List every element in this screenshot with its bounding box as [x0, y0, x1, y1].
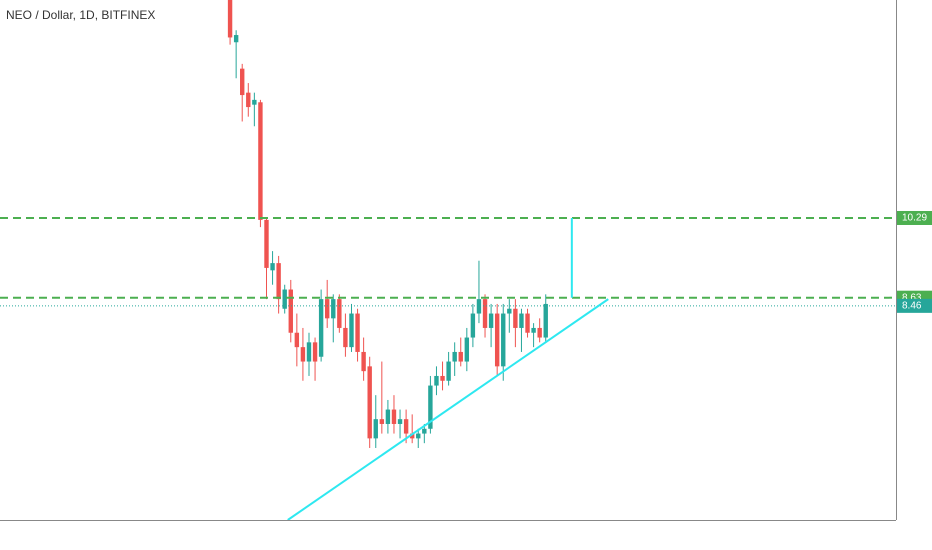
candle-body: [488, 313, 494, 328]
trend-line: [287, 298, 609, 521]
candle-body: [246, 92, 251, 108]
candle-body: [270, 263, 275, 271]
candle-body: [306, 342, 312, 362]
candle-body: [355, 313, 360, 352]
candle-body: [403, 419, 409, 434]
candle-body: [446, 361, 451, 381]
candle-body: [331, 299, 336, 319]
candle-body: [494, 313, 500, 367]
chart-title: NEO / Dollar, 1D, BITFINEX: [6, 8, 155, 22]
candle-body: [458, 351, 463, 362]
candle-body: [422, 428, 427, 434]
candle-body: [507, 308, 512, 314]
candle-body: [543, 303, 548, 338]
candle-body: [476, 299, 482, 314]
candle-body: [501, 313, 506, 367]
candle-body: [343, 327, 348, 348]
candle-body: [513, 308, 518, 328]
candle-body: [300, 347, 306, 362]
price-label: 8.63: [902, 292, 922, 303]
price-label-box: [897, 210, 932, 225]
candle-body: [482, 299, 488, 328]
price-label: 8.46: [902, 300, 922, 311]
candle-body: [434, 375, 439, 386]
candle-body: [519, 313, 524, 328]
candle-body: [391, 409, 397, 424]
candle-body: [318, 299, 324, 357]
candle-body: [440, 375, 445, 381]
candle-body: [258, 102, 263, 220]
candle-body: [470, 313, 476, 338]
candle-body: [264, 219, 269, 268]
candle-body: [361, 351, 366, 372]
candle-body: [337, 299, 342, 328]
candle-body: [276, 263, 281, 300]
price-label-box: [897, 298, 932, 313]
candle-body: [312, 342, 318, 362]
candle-body: [464, 337, 470, 362]
candle-body: [531, 327, 536, 333]
candle-body: [349, 313, 354, 348]
candle-body: [525, 313, 530, 333]
candle-body: [288, 289, 293, 333]
price-label: 10.29: [902, 213, 927, 224]
candle-body: [397, 419, 403, 424]
candle-body: [324, 299, 330, 319]
candle-body: [240, 68, 245, 96]
candle-body: [252, 99, 257, 105]
candle-body: [379, 419, 385, 424]
candle-body: [227, 0, 233, 38]
candle-body: [537, 327, 542, 338]
candle-body: [294, 332, 300, 348]
candle-body: [428, 385, 433, 429]
candle-body: [373, 419, 378, 439]
candle-body: [416, 433, 421, 439]
candle-body: [233, 35, 239, 43]
candle-body: [452, 351, 457, 362]
candle-body: [409, 433, 415, 439]
candle-body: [385, 409, 391, 424]
candle-body: [282, 289, 287, 309]
candle-body: [367, 366, 372, 439]
